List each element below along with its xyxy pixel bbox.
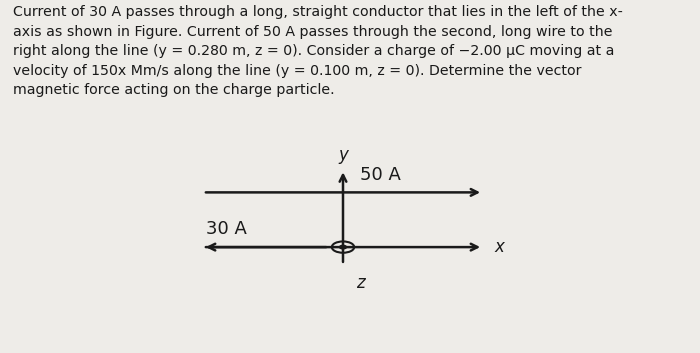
Circle shape — [340, 245, 346, 249]
Text: z: z — [356, 274, 365, 292]
Text: Current of 30 A passes through a long, straight conductor that lies in the left : Current of 30 A passes through a long, s… — [13, 5, 622, 97]
Text: y: y — [338, 146, 348, 164]
Text: 50 A: 50 A — [360, 166, 401, 184]
Text: 30 A: 30 A — [206, 220, 247, 238]
Text: x: x — [494, 238, 504, 256]
